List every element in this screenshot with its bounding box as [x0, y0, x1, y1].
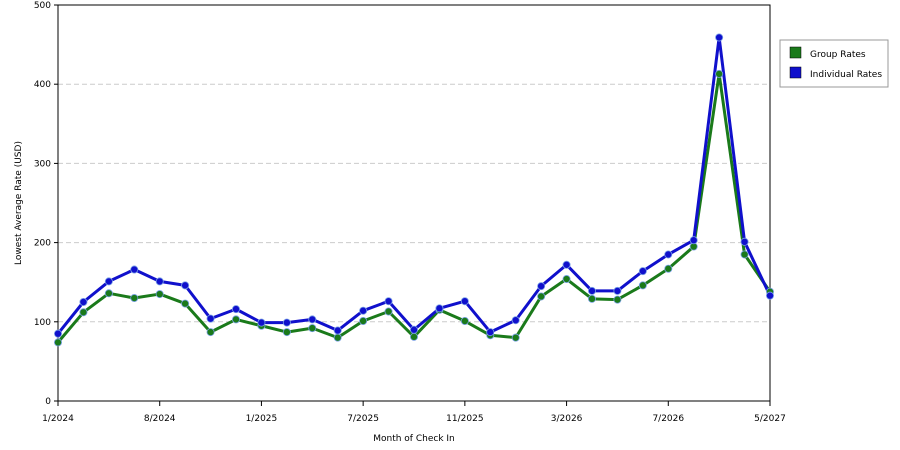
data-point-individual-rates[interactable] — [359, 306, 368, 315]
legend-swatch-group-rates — [789, 46, 802, 59]
data-point-individual-rates[interactable] — [282, 318, 291, 327]
y-axis-title: Lowest Average Rate (USD) — [14, 141, 24, 265]
legend-label-group-rates: Group Rates — [810, 50, 866, 60]
data-point-group-rates[interactable] — [511, 333, 520, 342]
data-point-individual-rates[interactable] — [155, 277, 164, 286]
data-point-individual-rates[interactable] — [409, 325, 418, 334]
series-group — [54, 33, 775, 347]
data-point-group-rates[interactable] — [104, 289, 113, 298]
data-point-group-rates[interactable] — [664, 264, 673, 273]
data-point-group-rates[interactable] — [282, 328, 291, 337]
data-point-individual-rates[interactable] — [511, 316, 520, 325]
data-point-individual-rates[interactable] — [333, 326, 342, 335]
data-point-individual-rates[interactable] — [486, 328, 495, 337]
data-point-group-rates[interactable] — [181, 299, 190, 308]
data-point-group-rates[interactable] — [537, 292, 546, 301]
data-point-individual-rates[interactable] — [181, 281, 190, 290]
y-tick-label: 500 — [34, 1, 51, 11]
data-point-individual-rates[interactable] — [460, 297, 469, 306]
series-line-individual-rates — [56, 35, 772, 335]
data-point-individual-rates[interactable] — [537, 282, 546, 291]
data-point-group-rates[interactable] — [54, 338, 63, 347]
data-point-individual-rates[interactable] — [664, 250, 673, 259]
data-point-individual-rates[interactable] — [308, 315, 317, 324]
x-tick-label: 3/2026 — [551, 414, 583, 424]
data-point-individual-rates[interactable] — [231, 305, 240, 314]
data-point-group-rates[interactable] — [79, 308, 88, 317]
data-point-group-rates[interactable] — [740, 250, 749, 259]
y-tick-label: 100 — [34, 318, 51, 328]
data-point-individual-rates[interactable] — [79, 297, 88, 306]
data-point-individual-rates[interactable] — [562, 260, 571, 269]
legend: Group Rates Individual Rates — [779, 39, 889, 88]
data-point-group-rates[interactable] — [333, 333, 342, 342]
data-point-group-rates[interactable] — [359, 317, 368, 326]
x-tick-label: 7/2025 — [347, 414, 379, 424]
legend-label-individual-rates: Individual Rates — [810, 70, 882, 80]
x-tick-label: 1/2025 — [246, 414, 278, 424]
data-point-group-rates[interactable] — [409, 332, 418, 341]
data-point-individual-rates[interactable] — [689, 236, 698, 245]
data-point-group-rates[interactable] — [231, 315, 240, 324]
data-point-group-rates[interactable] — [130, 294, 139, 303]
data-point-individual-rates[interactable] — [257, 318, 266, 327]
data-point-group-rates[interactable] — [715, 69, 724, 78]
x-tick-label: 1/2024 — [42, 414, 74, 424]
data-point-individual-rates[interactable] — [638, 267, 647, 276]
y-tick-label: 200 — [34, 239, 51, 249]
data-point-group-rates[interactable] — [613, 295, 622, 304]
data-point-group-rates[interactable] — [155, 290, 164, 299]
data-point-group-rates[interactable] — [588, 294, 597, 303]
x-tick-label: 11/2025 — [446, 414, 483, 424]
data-point-group-rates[interactable] — [384, 307, 393, 316]
x-tick-label: 7/2026 — [652, 414, 684, 424]
series-line-group-rates — [56, 72, 772, 344]
y-tick-label: 0 — [45, 397, 51, 407]
data-point-individual-rates[interactable] — [384, 297, 393, 306]
data-point-individual-rates[interactable] — [588, 286, 597, 295]
data-point-individual-rates[interactable] — [130, 265, 139, 274]
data-point-individual-rates[interactable] — [435, 304, 444, 313]
data-point-individual-rates[interactable] — [613, 286, 622, 295]
data-point-group-rates[interactable] — [308, 324, 317, 333]
x-tick-label: 5/2027 — [754, 414, 786, 424]
x-tick-label: 8/2024 — [144, 414, 176, 424]
y-axis: 0 100 200 300 400 500 — [34, 1, 58, 407]
x-axis-title: Month of Check In — [373, 434, 455, 444]
data-point-individual-rates[interactable] — [740, 237, 749, 246]
x-axis: 1/2024 8/2024 1/2025 7/2025 11/2025 3/2026 7/2… — [42, 401, 786, 424]
data-point-individual-rates[interactable] — [715, 33, 724, 42]
gridlines — [58, 83, 770, 323]
data-point-individual-rates[interactable] — [54, 329, 63, 338]
data-point-group-rates[interactable] — [206, 328, 215, 337]
data-point-group-rates[interactable] — [638, 281, 647, 290]
y-tick-label: 400 — [34, 80, 51, 90]
y-tick-label: 300 — [34, 159, 51, 169]
data-point-individual-rates[interactable] — [206, 314, 215, 323]
data-point-individual-rates[interactable] — [766, 291, 775, 300]
data-point-group-rates[interactable] — [460, 317, 469, 326]
data-point-group-rates[interactable] — [562, 275, 571, 284]
data-point-individual-rates[interactable] — [104, 277, 113, 286]
legend-swatch-individual-rates — [789, 66, 802, 79]
plot-frame — [57, 4, 771, 402]
